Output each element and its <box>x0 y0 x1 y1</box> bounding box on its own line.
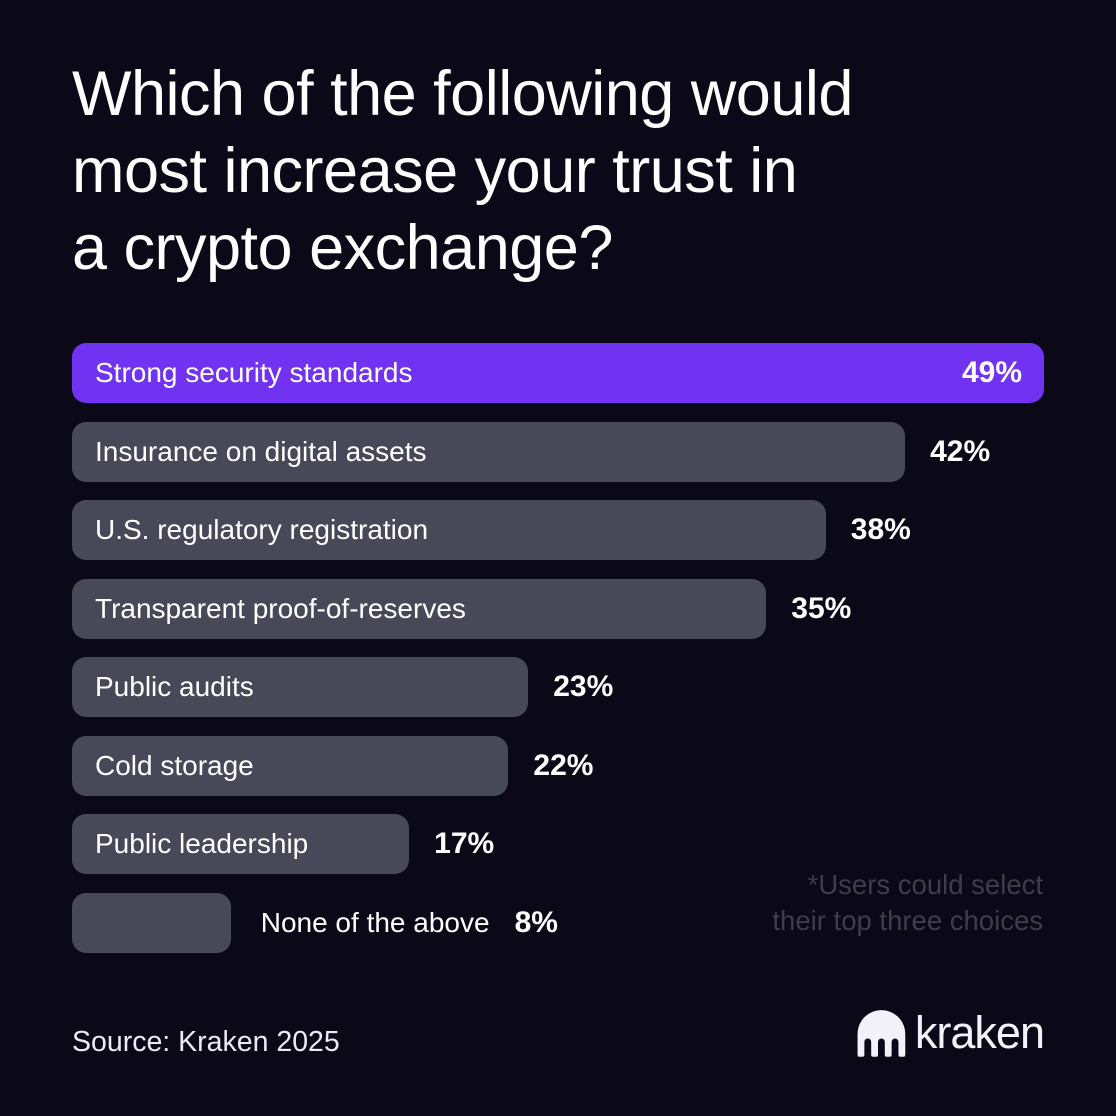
bar-value-outside: 38% <box>850 513 911 546</box>
bar: Insurance on digital assets <box>72 421 906 482</box>
title-line-3: a crypto exchange? <box>72 213 613 283</box>
bar-value: 49% <box>961 356 1022 389</box>
bar-label: Public leadership <box>95 828 309 859</box>
bar-row: Strong security standards 49% <box>72 343 1044 403</box>
bar: Strong security standards 49% <box>72 343 1044 403</box>
footnote-line-1: *Users could select <box>807 869 1043 900</box>
bar-value-outside: 23% <box>553 670 614 703</box>
bar-label: Public audits <box>95 671 254 702</box>
bar-row: None of the above 8% <box>72 892 1044 953</box>
source-attribution: Source: Kraken 2025 <box>72 1026 340 1058</box>
kraken-logo-mark <box>857 1010 906 1057</box>
bar-value-outside: 42% <box>930 434 991 468</box>
kraken-wordmark: kraken <box>914 1006 1045 1058</box>
bar-value-outside: 17% <box>434 827 495 860</box>
page-title: Which of the following would most increa… <box>72 56 853 287</box>
bar-value-outside: 35% <box>791 591 852 625</box>
title-line-2: most increase your trust in <box>72 136 798 206</box>
title-line-1: Which of the following would <box>72 59 853 129</box>
bar: U.S. regulatory registration <box>72 500 826 560</box>
bar-label: Transparent proof-of-reserves <box>95 592 466 624</box>
bar-value-outside: 22% <box>533 748 594 782</box>
kraken-logo: kraken <box>853 1006 1045 1060</box>
bar-label-outside: None of the above <box>260 906 490 938</box>
bar: Public leadership <box>72 814 410 874</box>
bar-label: Strong security standards <box>95 357 413 388</box>
bar-label: Cold storage <box>95 749 254 781</box>
bar-row: U.S. regulatory registration 38% <box>72 500 1044 560</box>
bar-row: Public leadership 17% <box>72 814 1044 874</box>
bar-row: Insurance on digital assets 42% <box>72 421 1044 482</box>
bar: Public audits <box>72 657 529 717</box>
bar-label: U.S. regulatory registration <box>95 514 429 545</box>
bar-chart: Strong security standards 49% Insurance … <box>72 343 1044 971</box>
footnote-line-2: their top three choices <box>772 905 1043 936</box>
bar <box>72 892 231 953</box>
bar-row: Transparent proof-of-reserves 35% <box>72 578 1044 639</box>
bar-label: Insurance on digital assets <box>95 435 427 467</box>
chart-footnote: *Users could select their top three choi… <box>772 867 1043 939</box>
bar-row: Cold storage 22% <box>72 735 1044 796</box>
bar-row: Public audits 23% <box>72 657 1044 717</box>
bar: Cold storage <box>72 735 509 796</box>
bar: Transparent proof-of-reserves <box>72 578 767 639</box>
bar-value-outside: 8% <box>514 905 558 939</box>
